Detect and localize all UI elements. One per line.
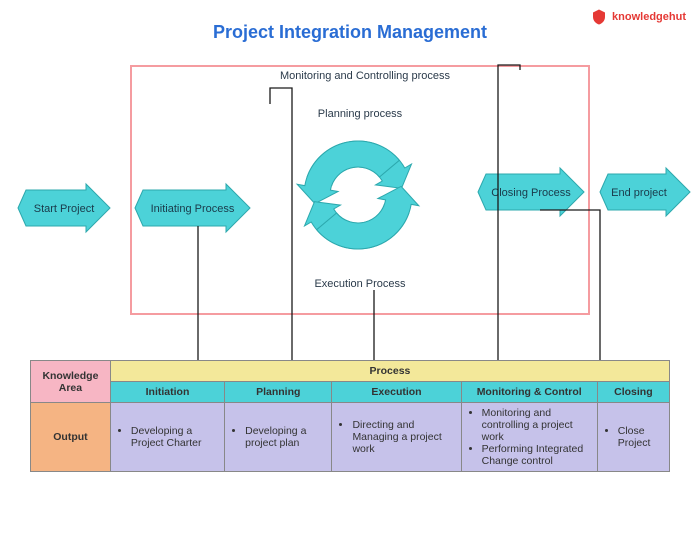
th-process: Process (110, 361, 669, 382)
td-output-0: Developing a Project Charter (110, 403, 224, 472)
th-phase-4: Closing (597, 382, 669, 403)
td-output-2: Directing and Managing a project work (332, 403, 461, 472)
th-phase-0: Initiation (110, 382, 224, 403)
output-item: Developing a project plan (245, 425, 325, 449)
output-item: Directing and Managing a project work (352, 419, 454, 455)
execution-label: Execution Process (300, 278, 420, 290)
output-item: Close Project (618, 425, 663, 449)
td-output-3: Monitoring and controlling a project wor… (461, 403, 597, 472)
th-phase-3: Monitoring & Control (461, 382, 597, 403)
output-item: Developing a Project Charter (131, 425, 218, 449)
planning-label: Planning process (300, 108, 420, 120)
output-item: Performing Integrated Change control (482, 443, 591, 467)
cycle-arrow-right (297, 141, 399, 204)
th-phase-2: Execution (332, 382, 461, 403)
td-output-1: Developing a project plan (225, 403, 332, 472)
cycle-arrow-left (317, 186, 419, 249)
knowledge-table: Knowledge AreaProcessInitiationPlanningE… (30, 360, 670, 472)
th-phase-1: Planning (225, 382, 332, 403)
td-output-4: Close Project (597, 403, 669, 472)
th-output: Output (31, 403, 111, 472)
th-knowledge: Knowledge Area (31, 361, 111, 403)
output-item: Monitoring and controlling a project wor… (482, 407, 591, 443)
